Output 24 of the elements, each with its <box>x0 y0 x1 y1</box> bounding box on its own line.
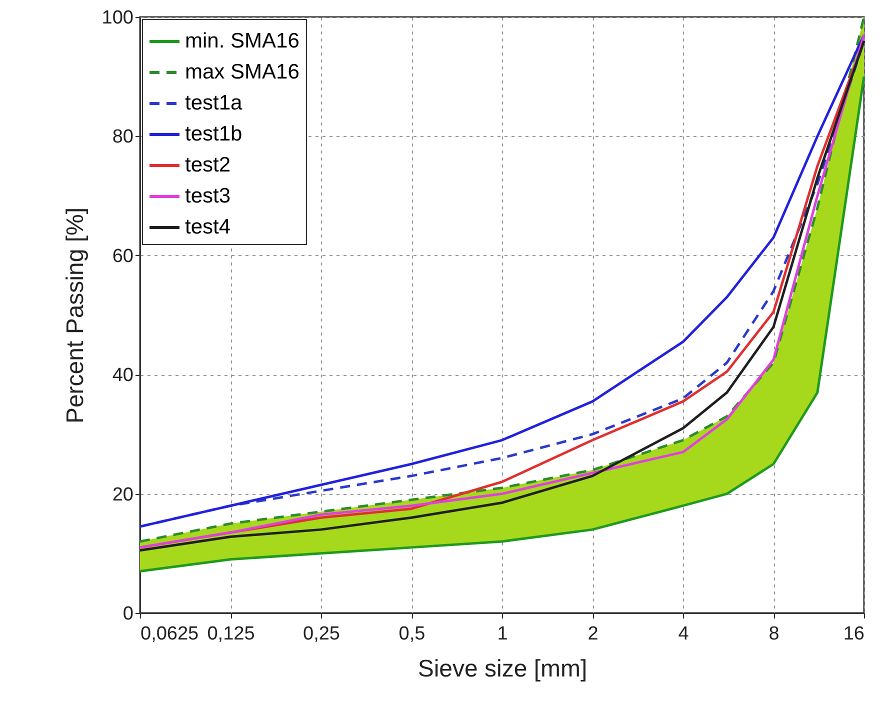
y-axis-title: Percent Passing [%] <box>62 207 89 424</box>
x-tick-label: 8 <box>768 624 780 644</box>
x-tick-label: 1 <box>497 624 508 644</box>
x-tick-label: 4 <box>678 624 690 644</box>
x-tick-label: 16 <box>843 624 864 644</box>
x-tick-label: 2 <box>588 624 598 644</box>
legend-label: test4 <box>185 216 231 238</box>
x-tick-label: 0,0625 <box>140 624 199 644</box>
legend-label: test1b <box>185 122 242 146</box>
y-tick-label: 40 <box>112 365 134 386</box>
x-tick-label: 0,5 <box>398 624 426 644</box>
y-tick-label: 100 <box>102 8 134 28</box>
x-tick-label: 0,25 <box>303 624 340 644</box>
y-tick-label: 80 <box>112 126 134 148</box>
legend-label: test3 <box>185 184 231 208</box>
y-tick-label: 60 <box>112 246 134 267</box>
y-tick-label: 20 <box>112 484 134 506</box>
y-tick-label: 0 <box>122 604 134 624</box>
legend-label: test1a <box>185 92 243 114</box>
legend-label: min. SMA16 <box>185 30 300 52</box>
x-tick-label: 0,125 <box>207 624 255 644</box>
legend-label: test2 <box>185 154 231 176</box>
legend-label: max SMA16 <box>185 60 300 84</box>
x-axis-title: Sieve size [mm] <box>418 656 588 682</box>
